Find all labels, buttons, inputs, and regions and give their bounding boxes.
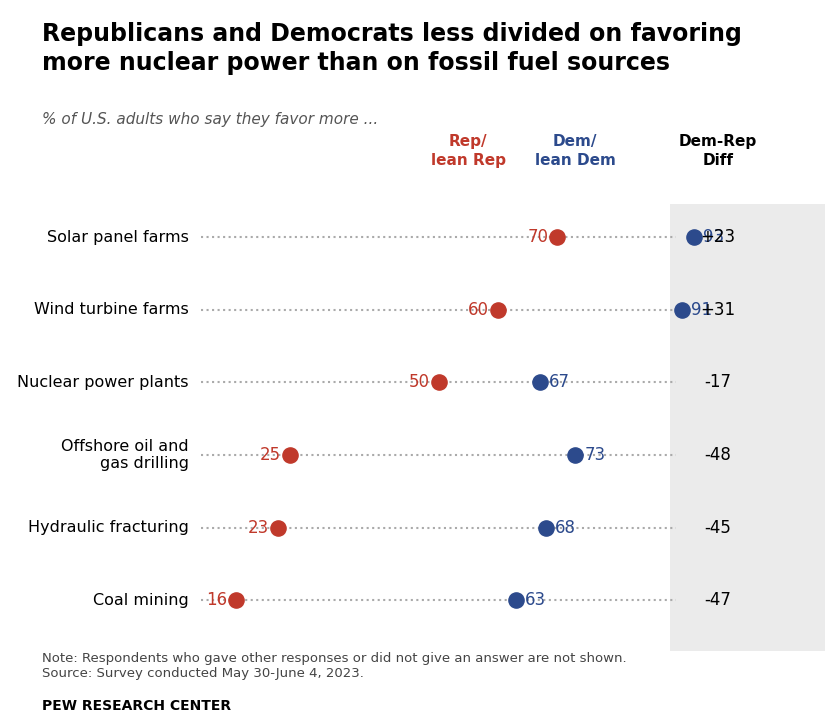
- Text: Note: Respondents who gave other responses or did not give an answer are not sho: Note: Respondents who gave other respons…: [42, 652, 627, 680]
- Point: [538, 522, 552, 534]
- Text: Wind turbine farms: Wind turbine farms: [34, 302, 189, 317]
- Text: Rep/
lean Rep: Rep/ lean Rep: [431, 135, 506, 168]
- Text: 67: 67: [549, 374, 570, 392]
- Point: [687, 231, 701, 243]
- Text: Dem-Rep
Diff: Dem-Rep Diff: [679, 135, 757, 168]
- Point: [283, 449, 297, 460]
- Point: [551, 231, 564, 243]
- Text: -45: -45: [705, 518, 732, 536]
- Text: Nuclear power plants: Nuclear power plants: [18, 375, 189, 390]
- Text: -48: -48: [705, 446, 732, 464]
- Point: [675, 304, 689, 316]
- Text: 73: 73: [584, 446, 606, 464]
- Text: Coal mining: Coal mining: [93, 593, 189, 607]
- Text: 70: 70: [528, 228, 549, 246]
- Text: 60: 60: [468, 300, 489, 319]
- Text: Solar panel farms: Solar panel farms: [47, 230, 189, 245]
- Point: [229, 594, 243, 606]
- Text: Dem/
lean Dem: Dem/ lean Dem: [535, 135, 616, 168]
- Point: [569, 449, 582, 460]
- Text: % of U.S. adults who say they favor more ...: % of U.S. adults who say they favor more…: [42, 112, 378, 127]
- Text: +23: +23: [701, 228, 736, 246]
- Text: 68: 68: [554, 518, 575, 536]
- Text: PEW RESEARCH CENTER: PEW RESEARCH CENTER: [42, 699, 231, 712]
- Point: [491, 304, 505, 316]
- Text: 23: 23: [248, 518, 269, 536]
- Point: [509, 594, 522, 606]
- Text: Hydraulic fracturing: Hydraulic fracturing: [28, 520, 189, 535]
- Text: 16: 16: [207, 592, 228, 609]
- Text: 25: 25: [260, 446, 281, 464]
- FancyBboxPatch shape: [670, 204, 825, 651]
- Text: Republicans and Democrats less divided on favoring
more nuclear power than on fo: Republicans and Democrats less divided o…: [42, 22, 742, 75]
- Text: -17: -17: [705, 374, 732, 392]
- Point: [432, 376, 445, 388]
- Point: [533, 376, 546, 388]
- Text: +31: +31: [701, 300, 736, 319]
- Point: [271, 522, 285, 534]
- Text: -47: -47: [705, 592, 732, 609]
- Text: Offshore oil and
gas drilling: Offshore oil and gas drilling: [61, 439, 189, 471]
- Text: 63: 63: [525, 592, 546, 609]
- Text: 91: 91: [691, 300, 712, 319]
- Text: 50: 50: [408, 374, 429, 392]
- Text: 93: 93: [703, 228, 724, 246]
